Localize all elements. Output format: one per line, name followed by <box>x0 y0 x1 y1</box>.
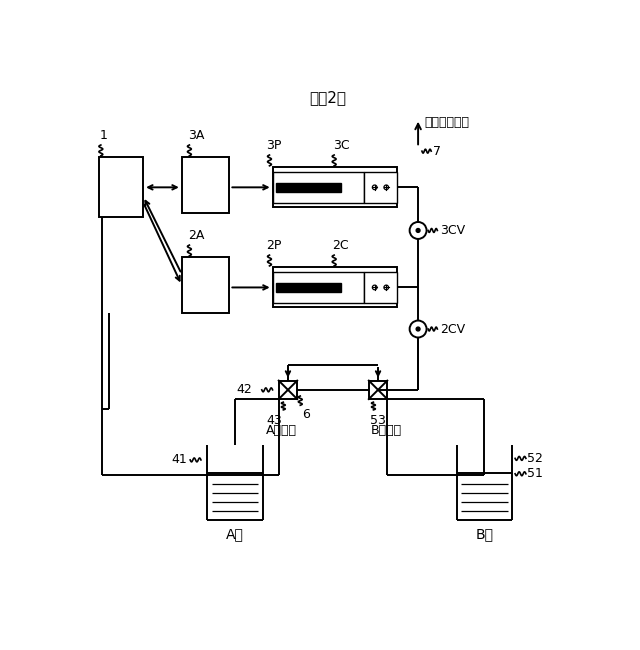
Text: 3CV: 3CV <box>440 224 465 237</box>
Bar <box>99 157 143 217</box>
Text: 【図2】: 【図2】 <box>310 90 346 105</box>
Text: A電磁弁: A電磁弁 <box>266 424 298 437</box>
Bar <box>273 272 364 303</box>
Text: 2P: 2P <box>266 239 282 252</box>
Text: 6: 6 <box>302 408 310 421</box>
Text: 43: 43 <box>266 415 282 428</box>
Circle shape <box>416 327 420 331</box>
Bar <box>279 381 297 399</box>
Text: 3C: 3C <box>333 139 349 152</box>
Bar <box>273 267 397 307</box>
Bar <box>182 257 230 313</box>
Bar <box>276 283 341 292</box>
Bar <box>273 172 364 203</box>
Text: 7: 7 <box>433 145 442 158</box>
Text: 52: 52 <box>527 452 543 465</box>
Bar <box>364 272 397 303</box>
Text: 3A: 3A <box>188 129 204 142</box>
Text: 2A: 2A <box>188 229 204 242</box>
Text: 後流の装置へ: 後流の装置へ <box>424 116 469 129</box>
Circle shape <box>416 229 420 233</box>
Bar <box>182 157 230 213</box>
Text: 42: 42 <box>237 384 253 396</box>
Text: 2C: 2C <box>333 239 349 252</box>
Bar <box>273 167 397 207</box>
Text: A液: A液 <box>226 528 244 541</box>
Text: 53: 53 <box>371 415 386 428</box>
Text: 41: 41 <box>172 454 187 467</box>
Text: B液: B液 <box>476 528 493 541</box>
Text: 2CV: 2CV <box>440 322 465 335</box>
Bar <box>369 381 387 399</box>
Text: 3P: 3P <box>266 139 282 152</box>
Bar <box>276 183 341 192</box>
Text: 1: 1 <box>100 129 108 142</box>
Text: 51: 51 <box>527 467 543 480</box>
Bar <box>364 172 397 203</box>
Text: B電磁弁: B電磁弁 <box>371 424 401 437</box>
